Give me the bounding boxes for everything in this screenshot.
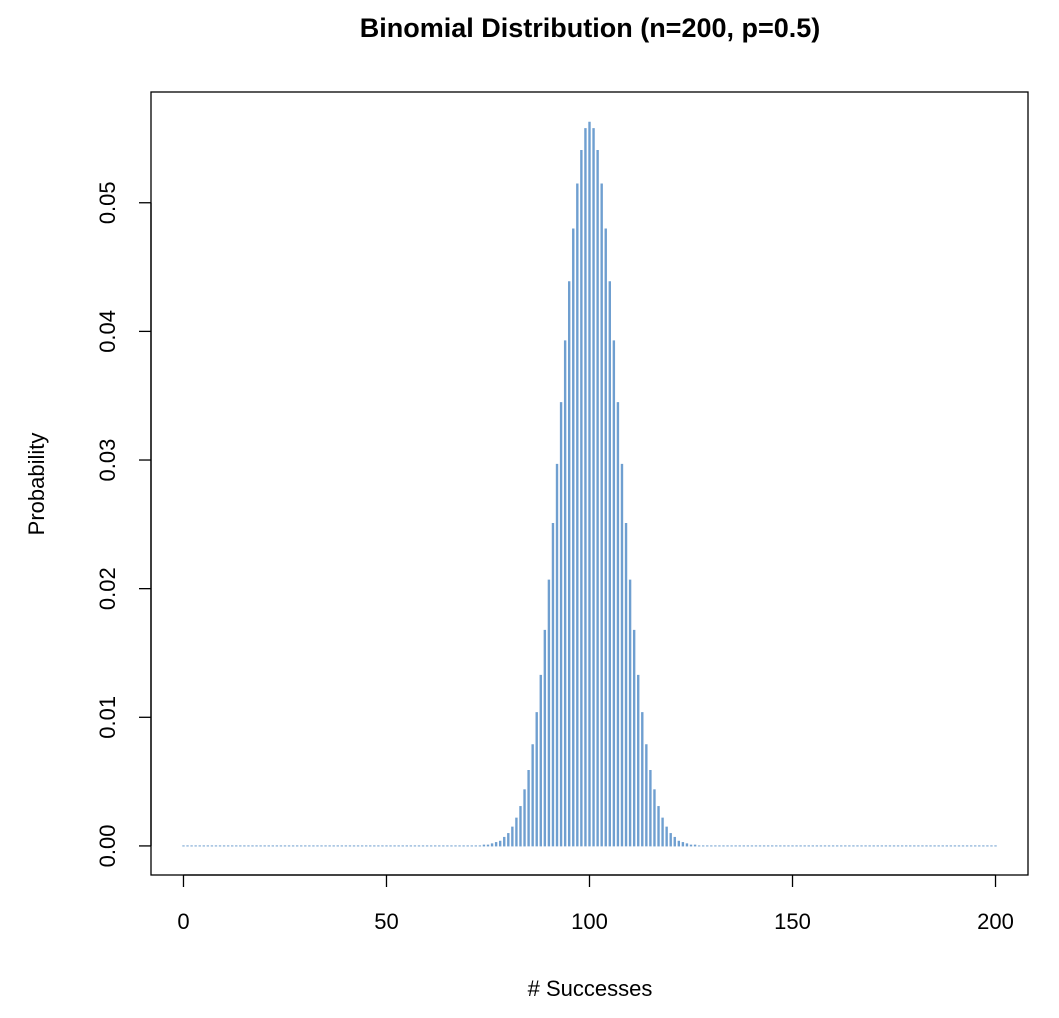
x-tick-label: 200 [977, 909, 1014, 934]
y-tick-label: 0.01 [95, 696, 120, 739]
x-tick-label: 150 [774, 909, 811, 934]
chart-title: Binomial Distribution (n=200, p=0.5) [360, 13, 821, 43]
x-axis-label: # Successes [528, 976, 653, 1001]
y-axis-label: Probability [24, 433, 49, 536]
x-tick-label: 100 [571, 909, 608, 934]
y-tick-label: 0.02 [95, 567, 120, 610]
x-tick-label: 50 [374, 909, 398, 934]
x-tick-label: 0 [177, 909, 189, 934]
y-tick-label: 0.05 [95, 181, 120, 224]
y-tick-label: 0.04 [95, 310, 120, 353]
y-tick-label: 0.00 [95, 825, 120, 868]
y-tick-label: 0.03 [95, 439, 120, 482]
